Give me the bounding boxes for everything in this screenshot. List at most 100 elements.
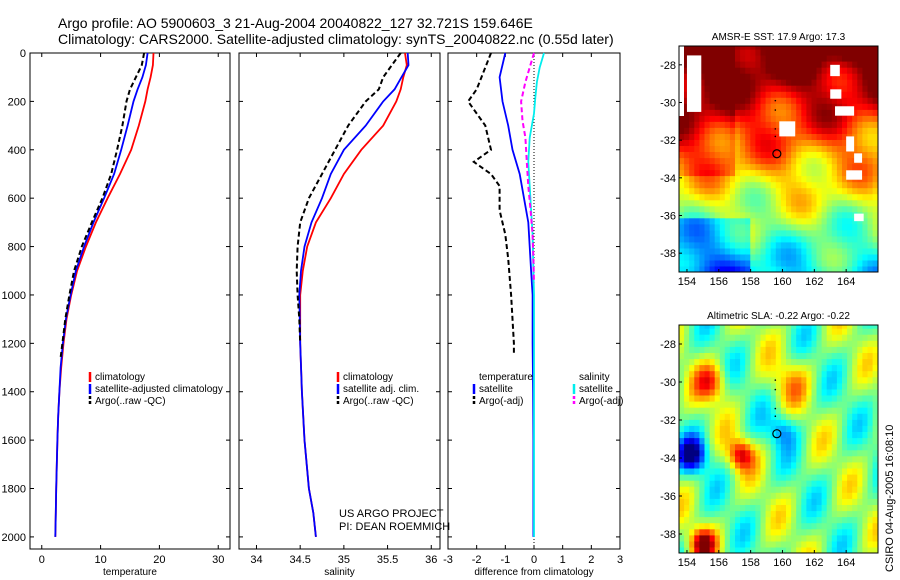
map-cell: [775, 394, 782, 402]
map-cell: [811, 181, 818, 189]
map-cell: [811, 193, 818, 201]
map-cell: [724, 91, 731, 98]
map-cell: [684, 480, 690, 487]
map-cell: [679, 510, 685, 518]
difference-x-axis-label: difference from climatology: [474, 567, 593, 578]
map-cell: [684, 467, 690, 475]
map-cell: [729, 127, 736, 134]
map-cell: [714, 157, 721, 165]
map-cell: [836, 370, 843, 378]
map-cell: [760, 115, 767, 122]
map-cell: [801, 127, 807, 134]
map-cell: [775, 247, 782, 255]
map-cell: [831, 419, 838, 426]
map-cell: [811, 217, 818, 225]
map-cell: [872, 388, 878, 396]
map-cell: [831, 241, 838, 249]
map-cell: [811, 121, 818, 128]
map-cell: [750, 229, 756, 237]
map-cell: [765, 522, 772, 530]
map-cell: [704, 401, 711, 408]
map-cell: [775, 437, 782, 445]
map-cell: [765, 516, 772, 524]
map-cell: [867, 376, 874, 384]
map-cell: [801, 91, 807, 98]
map-cell: [750, 546, 756, 553]
map-cell: [791, 455, 797, 463]
map-cell: [750, 73, 756, 80]
map-cell: [699, 229, 706, 237]
map-cell: [684, 364, 690, 372]
map-cell: [755, 223, 762, 231]
map-cell: [684, 127, 690, 134]
map-cell: [780, 376, 787, 384]
map-cell: [755, 145, 762, 152]
map-cell: [679, 334, 685, 341]
map-cell: [699, 443, 706, 451]
map-cell: [816, 325, 823, 329]
map-cell: [684, 157, 690, 165]
map-cell: [689, 486, 695, 493]
map-cell: [775, 151, 782, 159]
map-cell: [842, 534, 848, 542]
map-cell: [714, 325, 721, 329]
map-cell: [745, 109, 751, 116]
map-cell: [724, 376, 731, 384]
map-cell: [699, 73, 706, 80]
map-cell: [806, 504, 813, 512]
map-cell: [801, 340, 807, 347]
map-cell: [801, 133, 807, 140]
map-cell: [852, 461, 858, 469]
map-cell: [724, 163, 731, 171]
map-cell: [842, 370, 848, 378]
map-cell: [821, 85, 828, 92]
map-cell: [877, 175, 878, 183]
map-cell: [729, 382, 736, 390]
map-cell: [760, 223, 767, 231]
map-cell: [699, 474, 706, 481]
map-cell: [735, 163, 741, 171]
map-cell: [857, 97, 863, 104]
map-cell: [831, 328, 838, 335]
map-cell: [780, 247, 787, 255]
map-cell: [750, 241, 756, 249]
map-cell: [694, 498, 700, 505]
map-cell: [791, 516, 797, 524]
map-cell: [689, 211, 695, 219]
map-cell: [740, 431, 746, 439]
map-cell: [760, 73, 767, 80]
map-cell: [862, 334, 869, 341]
map-cell: [872, 193, 878, 201]
map-cell: [872, 510, 878, 518]
map-cell: [872, 229, 878, 237]
map-cell: [699, 546, 706, 553]
map-cell: [811, 187, 818, 195]
map-cell: [831, 151, 838, 159]
map-cell: [694, 187, 700, 195]
map-cell: [709, 358, 716, 366]
map-cell: [740, 510, 746, 518]
map-cell: [770, 382, 777, 390]
map-cell: [775, 522, 782, 530]
map-cell: [842, 163, 848, 171]
map-cell: [786, 394, 792, 402]
map-cell: [842, 181, 848, 189]
map-cell: [775, 486, 782, 493]
map-cell: [831, 175, 838, 183]
map-cell: [796, 253, 802, 261]
map-cell: [745, 247, 751, 255]
map-cell: [719, 437, 726, 445]
map-cell: [842, 358, 848, 366]
map-cell: [699, 401, 706, 408]
map-cell: [735, 425, 741, 432]
map-cell: [842, 443, 848, 451]
map-cell: [791, 480, 797, 487]
map-cell: [755, 79, 762, 86]
map-cell: [760, 510, 767, 518]
y-tick-label: -32: [660, 135, 676, 147]
map-cell: [831, 157, 838, 165]
map-cell: [821, 522, 828, 530]
map-cell: [796, 85, 802, 92]
map-cell: [694, 325, 700, 329]
map-cell: [735, 223, 741, 231]
